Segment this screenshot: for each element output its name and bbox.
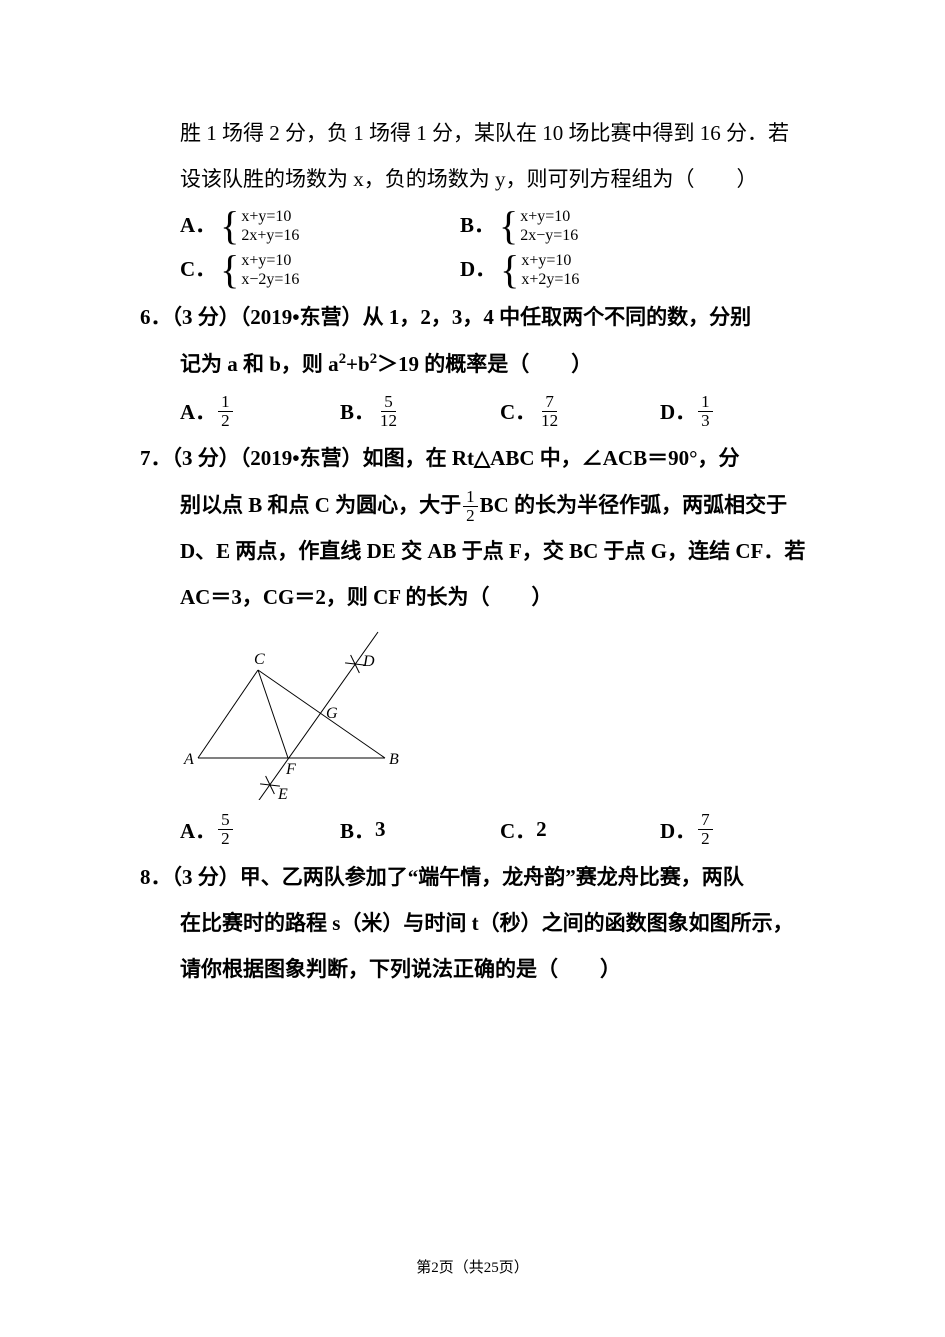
denom: 12 bbox=[377, 412, 400, 430]
q7-line2-post: BC 的长为半径作弧，两弧相交于 bbox=[480, 493, 787, 517]
eq1: x+y=10 bbox=[521, 251, 579, 270]
denom: 2 bbox=[698, 830, 713, 848]
numer: 1 bbox=[463, 488, 478, 507]
fraction: 1 2 bbox=[218, 393, 233, 430]
eq2: 2x−y=16 bbox=[520, 226, 578, 245]
numer: 5 bbox=[381, 393, 396, 412]
denom: 2 bbox=[218, 830, 233, 848]
svg-text:F: F bbox=[285, 761, 296, 778]
q7-choice-d: D． 7 2 bbox=[660, 811, 715, 848]
denom: 3 bbox=[698, 412, 713, 430]
brace-icon: { bbox=[220, 250, 239, 290]
q5-choice-c: C． { x+y=10 x−2y=16 bbox=[180, 250, 460, 290]
fraction: 7 12 bbox=[538, 393, 561, 430]
q7-header-text: 7．（3 分）（2019•东营）如图，在 Rt△ABC 中，∠ACB＝90°，分 bbox=[140, 446, 739, 470]
fraction: 1 3 bbox=[698, 393, 713, 430]
eq2: x+2y=16 bbox=[521, 270, 579, 289]
svg-text:G: G bbox=[326, 705, 338, 722]
q6-choice-d: D． 1 3 bbox=[660, 393, 715, 430]
q6-header: 6．（3 分）（2019•东营）从 1，2，3，4 中任取两个不同的数，分别 bbox=[140, 294, 805, 340]
svg-text:B: B bbox=[389, 751, 399, 768]
denom: 12 bbox=[538, 412, 561, 430]
numer: 1 bbox=[698, 393, 713, 412]
q5-choice-a: A． { x+y=10 2x+y=16 bbox=[180, 206, 460, 246]
equation-system: x+y=10 2x+y=16 bbox=[241, 207, 299, 245]
q7-choice-c: C． 2 bbox=[500, 815, 660, 845]
page: 胜 1 场得 2 分，负 1 场得 1 分，某队在 10 场比赛中得到 16 分… bbox=[0, 0, 945, 1337]
q8-line3: 请你根据图象判断，下列说法正确的是（ ） bbox=[180, 946, 805, 992]
q6-line2-pre: 记为 a 和 b，则 a bbox=[180, 352, 339, 376]
q7-header: 7．（3 分）（2019•东营）如图，在 Rt△ABC 中，∠ACB＝90°，分 bbox=[140, 435, 805, 481]
q6-choices: A． 1 2 B． 5 12 C． 7 12 D． 1 3 bbox=[180, 393, 805, 430]
q5-choice-b: B． { x+y=10 2x−y=16 bbox=[460, 206, 578, 246]
q6-choice-a: A． 1 2 bbox=[180, 393, 340, 430]
eq1: x+y=10 bbox=[520, 207, 578, 226]
svg-text:A: A bbox=[183, 751, 194, 768]
q6-choice-b: B． 5 12 bbox=[340, 393, 500, 430]
q7-line3: D、E 两点，作直线 DE 交 AB 于点 F，交 BC 于点 G，连结 CF．… bbox=[180, 528, 805, 574]
q7-choices: A． 5 2 B． 3 C． 2 D． 7 2 bbox=[180, 811, 805, 848]
equation-system: x+y=10 2x−y=16 bbox=[520, 207, 578, 245]
q8-header: 8．（3 分）甲、乙两队参加了“端午情，龙舟韵”赛龙舟比赛，两队 bbox=[140, 854, 805, 900]
equation-system: x+y=10 x+2y=16 bbox=[521, 251, 579, 289]
choice-label: D． bbox=[460, 251, 496, 289]
eq1: x+y=10 bbox=[241, 251, 299, 270]
q7-line4: AC＝3，CG＝2，则 CF 的长为（ ） bbox=[180, 574, 805, 620]
choice-text: 2 bbox=[536, 817, 547, 842]
choice-label: C． bbox=[500, 815, 536, 845]
fraction: 5 2 bbox=[218, 811, 233, 848]
denom: 2 bbox=[463, 507, 478, 525]
sup-2: 2 bbox=[339, 351, 346, 367]
numer: 5 bbox=[218, 811, 233, 830]
choice-label: A． bbox=[180, 815, 216, 845]
q8-line2: 在比赛时的路程 s（米）与时间 t（秒）之间的函数图象如图所示， bbox=[180, 900, 805, 946]
svg-text:E: E bbox=[277, 786, 288, 800]
choice-label: A． bbox=[180, 396, 216, 426]
q7-line2: 别以点 B 和点 C 为圆心，大于12BC 的长为半径作弧，两弧相交于 bbox=[180, 482, 805, 528]
choice-text: 3 bbox=[375, 817, 386, 842]
page-footer: 第2页（共25页） bbox=[0, 1256, 945, 1277]
choice-label: D． bbox=[660, 815, 696, 845]
fraction: 5 12 bbox=[377, 393, 400, 430]
q6-line2: 记为 a 和 b，则 a2+b2＞19 的概率是（ ） bbox=[180, 341, 805, 387]
numer: 7 bbox=[698, 811, 713, 830]
q6-line2-mid: +b bbox=[346, 352, 370, 376]
q5-line2: 设该队胜的场数为 x，负的场数为 y，则可列方程组为（ ） bbox=[180, 156, 805, 202]
brace-icon: { bbox=[500, 250, 519, 290]
q7-diagram: A B C F G D E bbox=[180, 630, 410, 800]
q7-line2-pre: 别以点 B 和点 C 为圆心，大于 bbox=[180, 493, 461, 517]
choice-label: B． bbox=[340, 815, 375, 845]
q7-figure: A B C F G D E bbox=[180, 630, 805, 805]
q5-line1: 胜 1 场得 2 分，负 1 场得 1 分，某队在 10 场比赛中得到 16 分… bbox=[180, 110, 805, 156]
svg-text:D: D bbox=[362, 653, 375, 670]
choice-label: C． bbox=[500, 396, 536, 426]
q5-choices-row1: A． { x+y=10 2x+y=16 B． { x+y=10 2x−y=16 bbox=[180, 206, 805, 246]
equation-system: x+y=10 x−2y=16 bbox=[241, 251, 299, 289]
sup-2: 2 bbox=[370, 351, 377, 367]
q6-header-text: 6．（3 分）（2019•东营）从 1，2，3，4 中任取两个不同的数，分别 bbox=[140, 305, 751, 329]
brace-icon: { bbox=[220, 206, 239, 246]
denom: 2 bbox=[218, 412, 233, 430]
choice-label: B． bbox=[340, 396, 375, 426]
q5-choice-d: D． { x+y=10 x+2y=16 bbox=[460, 250, 579, 290]
choice-label: C． bbox=[180, 251, 216, 289]
fraction: 12 bbox=[463, 488, 478, 525]
q6-line2-post: ＞19 的概率是（ ） bbox=[377, 352, 592, 376]
eq1: x+y=10 bbox=[241, 207, 299, 226]
q7-choice-b: B． 3 bbox=[340, 815, 500, 845]
eq2: 2x+y=16 bbox=[241, 226, 299, 245]
q8-header-text: 8．（3 分）甲、乙两队参加了“端午情，龙舟韵”赛龙舟比赛，两队 bbox=[140, 865, 744, 889]
brace-icon: { bbox=[499, 206, 518, 246]
q6-choice-c: C． 7 12 bbox=[500, 393, 660, 430]
choice-label: B． bbox=[460, 207, 495, 245]
q7-choice-a: A． 5 2 bbox=[180, 811, 340, 848]
eq2: x−2y=16 bbox=[241, 270, 299, 289]
numer: 1 bbox=[218, 393, 233, 412]
svg-text:C: C bbox=[254, 651, 265, 668]
choice-label: D． bbox=[660, 396, 696, 426]
fraction: 7 2 bbox=[698, 811, 713, 848]
choice-label: A． bbox=[180, 207, 216, 245]
q5-choices-row2: C． { x+y=10 x−2y=16 D． { x+y=10 x+2y=16 bbox=[180, 250, 805, 290]
numer: 7 bbox=[542, 393, 557, 412]
